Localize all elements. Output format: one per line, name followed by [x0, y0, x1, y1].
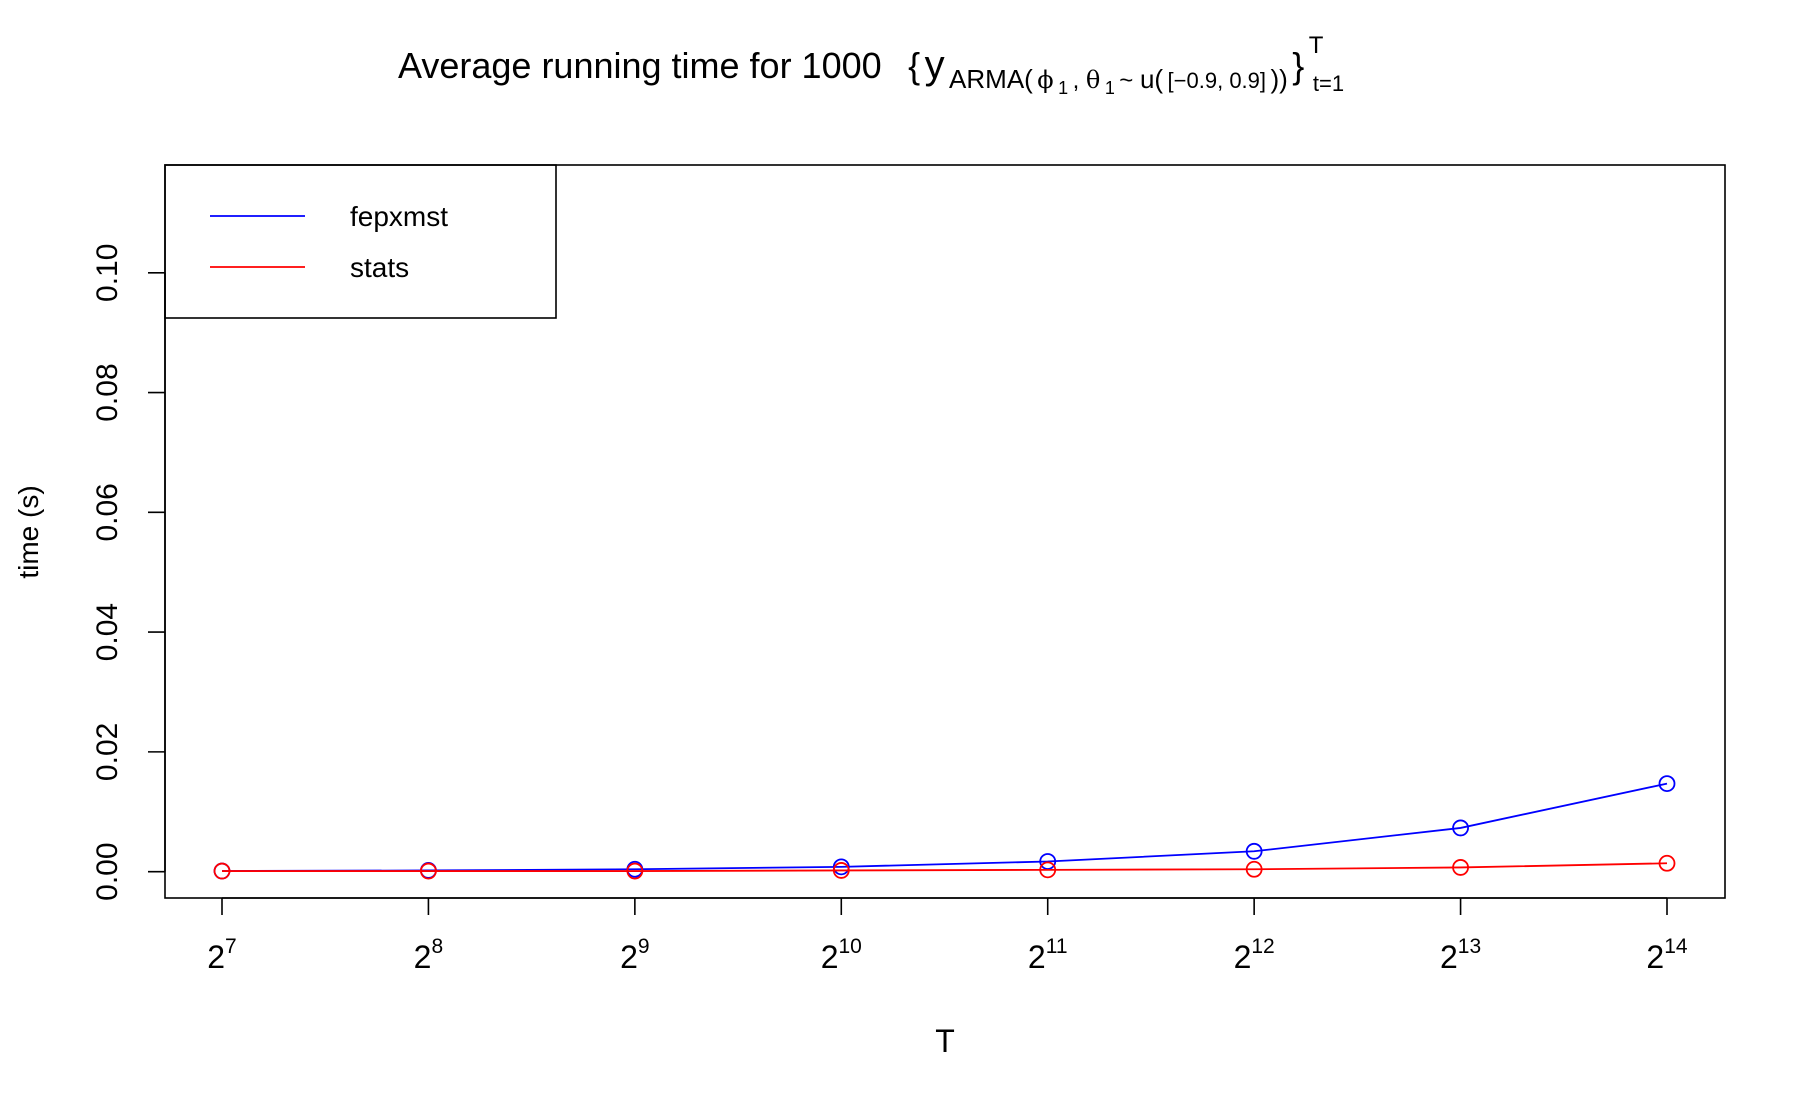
- chart-title-theta-sub: 1: [1105, 78, 1115, 98]
- chart-title-sub-prefix: ARMA(: [949, 64, 1033, 94]
- x-tick-label: 212: [1234, 935, 1275, 975]
- x-tick-label: 210: [821, 935, 862, 975]
- x-tick-label: 214: [1646, 935, 1687, 975]
- chart-title-range: [−0.9, 0.9]: [1168, 68, 1266, 93]
- y-tick-label: 0.04: [91, 603, 124, 661]
- data-point-stats: [1039, 861, 1057, 879]
- chart-title-theta: θ: [1086, 66, 1100, 94]
- y-tick-label: 0.10: [91, 244, 124, 302]
- y-tick-label: 0.02: [91, 723, 124, 781]
- legend-label-stats: stats: [350, 252, 409, 283]
- y-tick-label: 0.06: [91, 483, 124, 541]
- y-tick-label: 0.00: [91, 842, 124, 900]
- chart-title-y: y: [925, 43, 945, 87]
- x-tick-label: 28: [414, 935, 443, 975]
- chart-title-phi-sub: 1: [1058, 78, 1068, 98]
- x-axis-label: T: [935, 1023, 955, 1059]
- y-axis-label: time (s): [13, 485, 44, 578]
- data-point-fepxmst: [1452, 819, 1469, 837]
- data-point-stats: [626, 862, 644, 880]
- x-tick-label: 29: [620, 935, 649, 975]
- chart-title-sub: t=1: [1313, 71, 1344, 96]
- chart-title-brace-open: {: [908, 45, 920, 86]
- x-tick-label: 213: [1440, 935, 1481, 975]
- data-point-fepxmst: [1245, 842, 1263, 860]
- chart-title-main: Average running time for 1000: [398, 45, 882, 86]
- data-point-stats: [1658, 854, 1676, 872]
- legend: fepxmst stats: [164, 164, 557, 319]
- data-point-stats: [213, 862, 231, 880]
- data-point-stats: [1245, 860, 1263, 878]
- chart-title-tilde: ~: [1119, 67, 1140, 94]
- x-axis: 27 28 29 210 211 212 213 214: [207, 897, 1688, 975]
- chart-title-brace-close: }: [1292, 45, 1304, 86]
- data-point-stats: [420, 862, 437, 880]
- chart-title-sup: T: [1309, 32, 1324, 59]
- legend-box: [164, 164, 557, 319]
- chart-title-comma: ,: [1073, 67, 1086, 94]
- chart-title: Average running time for 1000 { y ARMA( …: [398, 32, 1344, 98]
- y-tick-label: 0.08: [91, 363, 124, 421]
- series-line-fepxmst: [221, 782, 1668, 872]
- series-layer: [213, 775, 1676, 880]
- y-axis: 0.00 0.02 0.04 0.06 0.08 0.10: [91, 244, 166, 901]
- series-line-stats: [222, 862, 1668, 872]
- data-point-stats: [832, 862, 850, 879]
- chart-title-phi: ϕ: [1037, 66, 1053, 94]
- chart-title-close-sub: )): [1270, 64, 1287, 94]
- data-point-fepxmst: [1658, 775, 1676, 793]
- data-point-stats: [1452, 859, 1469, 876]
- chart-title-dist: u(: [1140, 64, 1163, 94]
- legend-label-fepxmst: fepxmst: [350, 201, 448, 232]
- x-tick-label: 27: [207, 935, 236, 975]
- x-tick-label: 211: [1028, 935, 1068, 975]
